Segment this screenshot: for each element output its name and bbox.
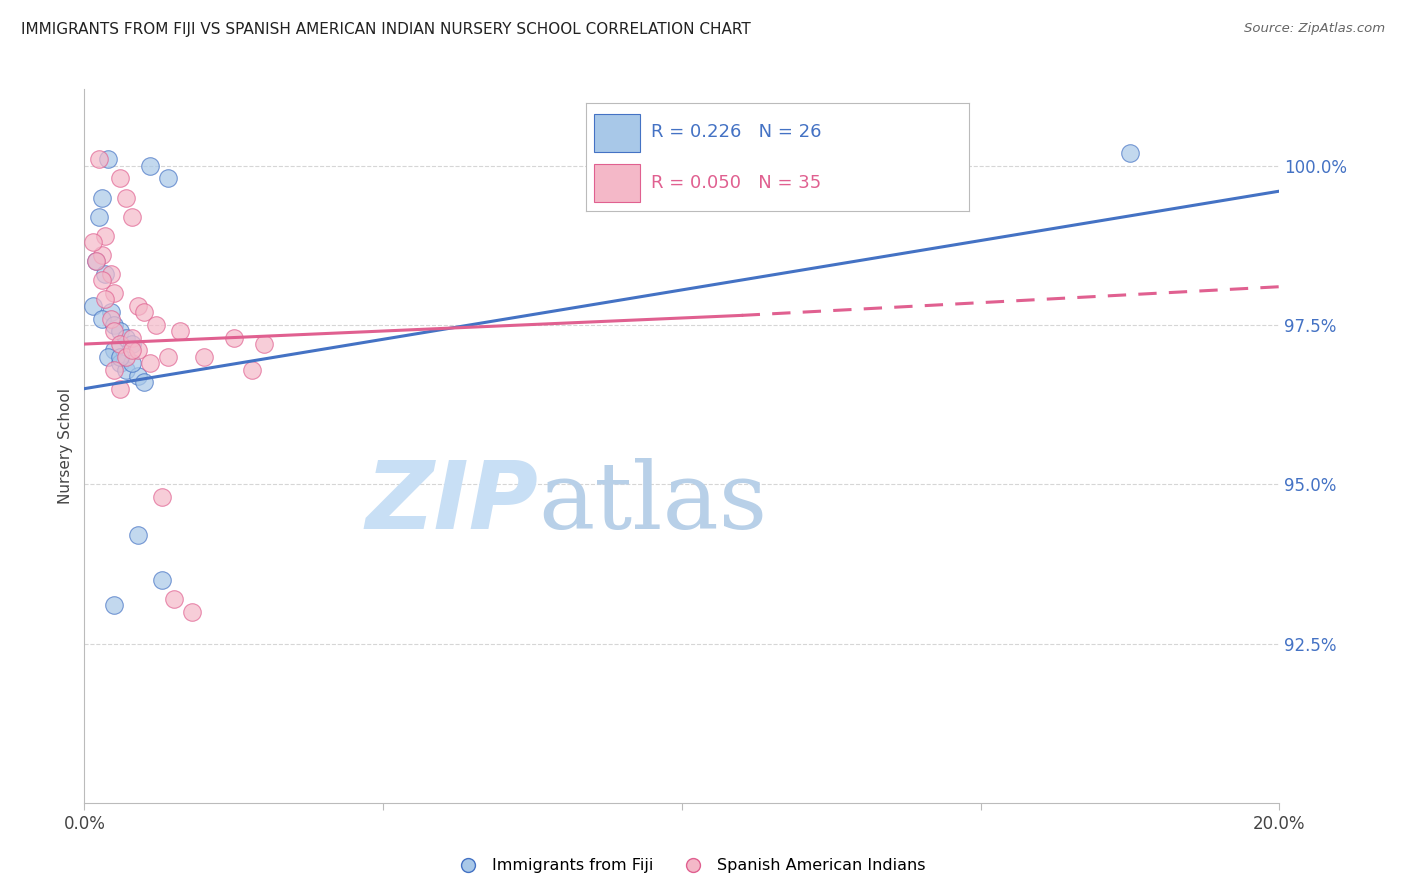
Point bbox=[145, 318, 167, 332]
Point bbox=[127, 528, 149, 542]
Point bbox=[86, 254, 108, 268]
Point bbox=[121, 356, 143, 370]
Point bbox=[110, 382, 132, 396]
Point bbox=[121, 210, 143, 224]
Point bbox=[1119, 145, 1142, 160]
Point bbox=[240, 362, 263, 376]
Point bbox=[121, 331, 143, 345]
Point bbox=[103, 599, 125, 613]
Point bbox=[193, 350, 215, 364]
Point bbox=[110, 356, 132, 370]
Point bbox=[115, 190, 138, 204]
Point bbox=[253, 337, 276, 351]
Point bbox=[132, 305, 156, 319]
Point bbox=[82, 299, 104, 313]
Point bbox=[139, 159, 162, 173]
Point bbox=[82, 235, 104, 249]
Point bbox=[115, 331, 138, 345]
Point bbox=[163, 591, 186, 606]
Point bbox=[89, 210, 111, 224]
Point bbox=[110, 350, 132, 364]
Point bbox=[150, 490, 173, 504]
Point bbox=[91, 311, 114, 326]
Text: IMMIGRANTS FROM FIJI VS SPANISH AMERICAN INDIAN NURSERY SCHOOL CORRELATION CHART: IMMIGRANTS FROM FIJI VS SPANISH AMERICAN… bbox=[21, 22, 751, 37]
Point bbox=[100, 267, 122, 281]
Point bbox=[115, 350, 138, 364]
Point bbox=[110, 337, 132, 351]
Point bbox=[121, 337, 143, 351]
Point bbox=[100, 305, 122, 319]
Point bbox=[157, 171, 180, 186]
Point bbox=[103, 318, 125, 332]
Legend: Immigrants from Fiji, Spanish American Indians: Immigrants from Fiji, Spanish American I… bbox=[446, 852, 932, 880]
Point bbox=[659, 159, 682, 173]
Point bbox=[97, 153, 120, 167]
Text: ZIP: ZIP bbox=[366, 457, 538, 549]
Point bbox=[103, 362, 125, 376]
Point bbox=[110, 324, 132, 338]
Point bbox=[139, 356, 162, 370]
Point bbox=[180, 605, 204, 619]
Point bbox=[157, 350, 180, 364]
Point bbox=[100, 311, 122, 326]
Point bbox=[97, 350, 120, 364]
Point bbox=[103, 324, 125, 338]
Point bbox=[94, 228, 117, 243]
Point bbox=[127, 299, 149, 313]
Point bbox=[103, 286, 125, 301]
Point bbox=[91, 273, 114, 287]
Point bbox=[121, 343, 143, 358]
Y-axis label: Nursery School: Nursery School bbox=[58, 388, 73, 504]
Point bbox=[110, 171, 132, 186]
Point bbox=[127, 343, 149, 358]
Text: atlas: atlas bbox=[538, 458, 768, 548]
Point bbox=[132, 376, 156, 390]
Text: Source: ZipAtlas.com: Source: ZipAtlas.com bbox=[1244, 22, 1385, 36]
Point bbox=[169, 324, 191, 338]
Point bbox=[91, 190, 114, 204]
Point bbox=[89, 153, 111, 167]
Point bbox=[127, 368, 149, 383]
Point bbox=[222, 331, 245, 345]
Point bbox=[94, 293, 117, 307]
Point bbox=[150, 573, 173, 587]
Point bbox=[86, 254, 108, 268]
Point bbox=[94, 267, 117, 281]
Point bbox=[91, 248, 114, 262]
Point bbox=[115, 362, 138, 376]
Point bbox=[103, 343, 125, 358]
